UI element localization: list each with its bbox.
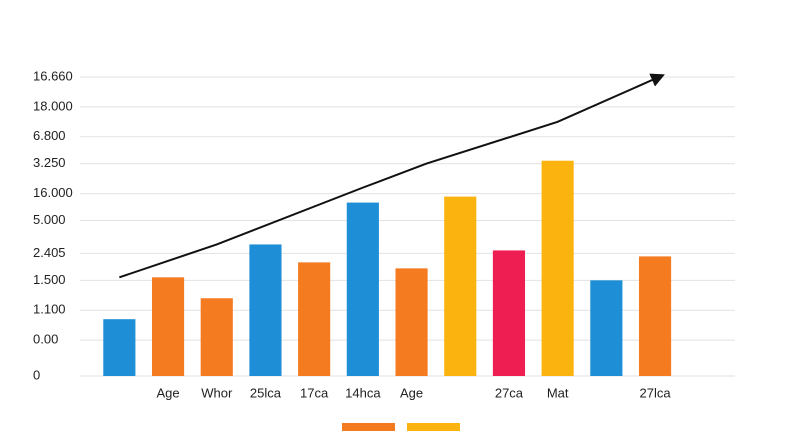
- y-tick-label: 16.660: [33, 68, 73, 83]
- bar: [395, 268, 428, 376]
- y-tick-label: 1.100: [33, 302, 66, 317]
- y-tick-label: 3.250: [33, 155, 66, 170]
- y-tick-label: 1.500: [33, 272, 66, 287]
- x-tick-label: 25lca: [250, 385, 282, 400]
- x-tick-label: Age: [156, 385, 179, 400]
- legend-swatch: [342, 423, 395, 431]
- y-tick-label: 18.000: [33, 98, 73, 113]
- y-tick-label: 0.00: [33, 332, 58, 347]
- bar: [492, 250, 526, 376]
- bar: [151, 277, 185, 376]
- x-tick-label: Mat: [547, 385, 569, 400]
- y-tick-label: 2.405: [33, 245, 66, 260]
- bar: [298, 262, 331, 376]
- x-tick-label: 27ca: [495, 385, 524, 400]
- y-tick-label: 6.800: [33, 128, 66, 143]
- y-tick-label: 0: [33, 367, 40, 382]
- y-tick-label: 5.000: [33, 212, 66, 227]
- x-tick-label: Age: [400, 385, 423, 400]
- y-tick-label: 16.000: [33, 185, 73, 200]
- bar: [590, 280, 623, 376]
- bar: [444, 196, 477, 376]
- bar: [200, 298, 233, 376]
- legend-swatch: [407, 423, 460, 431]
- bar: [541, 160, 574, 376]
- x-tick-label: Whor: [201, 385, 233, 400]
- x-tick-label: 27lca: [640, 385, 672, 400]
- bar: [103, 319, 136, 376]
- bar: [346, 202, 379, 376]
- x-tick-label: 14hca: [345, 385, 381, 400]
- trend-line: [119, 73, 665, 279]
- bar: [249, 244, 282, 376]
- x-tick-label: 17ca: [300, 385, 329, 400]
- bar: [638, 256, 672, 376]
